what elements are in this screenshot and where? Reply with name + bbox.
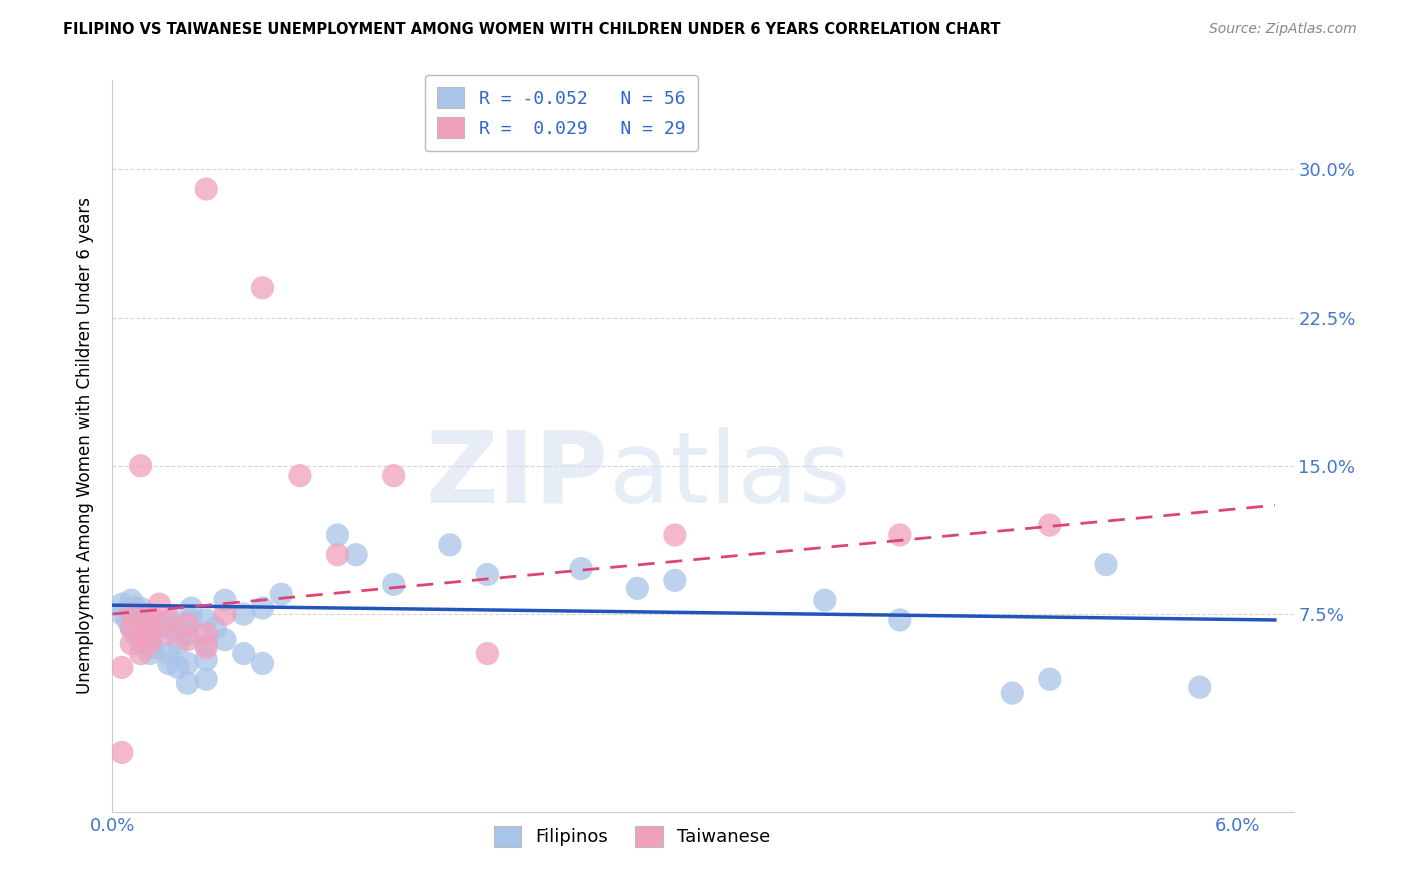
Point [195,627,218,641]
Point [195,640,218,655]
Point [139,616,162,631]
Point [195,613,218,627]
Point [664,574,686,588]
Point [214,632,236,647]
Point [129,647,152,661]
Point [626,582,648,596]
Point [157,627,180,641]
Point [477,647,499,661]
Point [477,567,499,582]
Point [195,182,218,196]
Point [214,607,236,621]
Point [176,627,198,641]
Point [195,637,218,651]
Point [139,613,162,627]
Point [252,281,274,295]
Point [157,613,180,627]
Point [157,621,180,635]
Point [129,601,152,615]
Point [139,627,162,641]
Point [382,577,405,591]
Point [129,458,152,473]
Point [148,597,170,611]
Point [157,657,180,671]
Point [1039,673,1062,687]
Point [232,607,254,621]
Text: ZIP: ZIP [426,426,609,524]
Point [111,746,134,760]
Point [326,548,349,562]
Point [117,613,139,627]
Point [176,632,198,647]
Point [120,593,142,607]
Point [180,613,202,627]
Point [139,637,162,651]
Point [1188,680,1211,694]
Point [288,468,311,483]
Point [1001,686,1024,700]
Text: Source: ZipAtlas.com: Source: ZipAtlas.com [1209,22,1357,37]
Point [162,613,184,627]
Point [139,627,162,641]
Point [129,613,152,627]
Point [111,660,134,674]
Point [139,647,162,661]
Point [180,601,202,615]
Point [111,597,134,611]
Point [120,607,142,621]
Point [889,613,911,627]
Point [326,528,349,542]
Text: atlas: atlas [609,426,851,524]
Point [814,593,837,607]
Point [382,468,405,483]
Point [139,607,162,621]
Point [270,587,292,601]
Point [148,621,170,635]
Point [176,616,198,631]
Point [204,621,226,635]
Point [344,548,367,562]
Point [124,627,146,641]
Point [252,657,274,671]
Point [439,538,461,552]
Point [664,528,686,542]
Point [120,621,142,635]
Point [157,647,180,661]
Point [176,676,198,690]
Y-axis label: Unemployment Among Women with Children Under 6 years: Unemployment Among Women with Children U… [76,197,94,695]
Point [1095,558,1118,572]
Point [195,673,218,687]
Point [120,607,142,621]
Point [214,593,236,607]
Point [120,621,142,635]
Point [167,637,190,651]
Point [232,647,254,661]
Point [167,660,190,674]
Point [142,640,165,655]
Point [139,637,162,651]
Text: FILIPINO VS TAIWANESE UNEMPLOYMENT AMONG WOMEN WITH CHILDREN UNDER 6 YEARS CORRE: FILIPINO VS TAIWANESE UNEMPLOYMENT AMONG… [63,22,1001,37]
Point [176,657,198,671]
Point [129,637,152,651]
Point [129,627,152,641]
Point [569,561,592,575]
Point [1039,518,1062,533]
Point [252,601,274,615]
Point [195,652,218,666]
Point [120,637,142,651]
Point [142,616,165,631]
Point [124,601,146,615]
Point [111,607,134,621]
Point [889,528,911,542]
Legend: Filipinos, Taiwanese: Filipinos, Taiwanese [486,819,778,854]
